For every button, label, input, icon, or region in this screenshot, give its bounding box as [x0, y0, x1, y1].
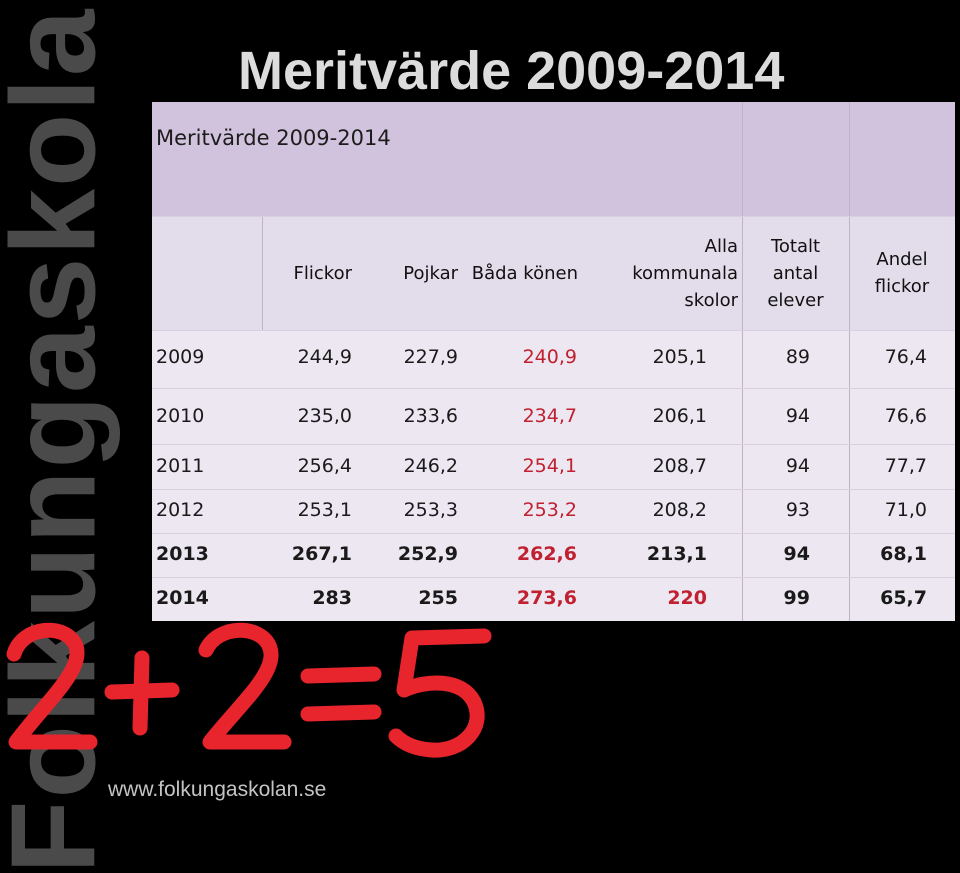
- pojkar-cell: 227,9: [403, 346, 458, 368]
- website-url: www.folkungaskolan.se: [108, 778, 327, 801]
- bada-cell: 240,9: [522, 346, 577, 368]
- bada-cell: 254,1: [522, 455, 577, 477]
- bada-cell: 234,7: [522, 405, 577, 427]
- plus-sign: [104, 650, 180, 736]
- flickor-cell: 244,9: [297, 346, 352, 368]
- header-flickor: Flickor: [293, 262, 352, 284]
- alla-cell: 213,1: [646, 543, 707, 565]
- alla-cell: 206,1: [652, 405, 707, 427]
- digit-two: [198, 622, 292, 750]
- digit-two: [6, 622, 98, 750]
- equals-sign: [300, 666, 382, 722]
- handwritten-equation: [6, 622, 492, 758]
- totalt-cell: 93: [785, 499, 810, 521]
- header-totalt-antal-elever: Totalt antal elever: [767, 235, 824, 311]
- totalt-cell: 89: [785, 346, 810, 368]
- alla-cell: 220: [667, 587, 707, 609]
- pojkar-cell: 252,9: [397, 543, 458, 565]
- header-alla-kommunala-skolor: Alla kommunala skolor: [632, 235, 738, 311]
- year-cell: 2014: [156, 587, 209, 609]
- digit-five: [388, 628, 492, 758]
- andel-cell: 76,4: [884, 346, 927, 368]
- totalt-cell: 94: [785, 455, 810, 477]
- header-pojkar: Pojkar: [403, 262, 458, 284]
- bada-cell: 273,6: [516, 587, 577, 609]
- header-bada-konen: Båda könen: [471, 262, 578, 284]
- pojkar-cell: 246,2: [403, 455, 458, 477]
- year-cell: 2012: [156, 499, 205, 521]
- slide-title: Meritvärde 2009-2014: [238, 41, 785, 101]
- totalt-cell: 94: [785, 405, 810, 427]
- bada-cell: 253,2: [522, 499, 577, 521]
- pojkar-cell: 233,6: [403, 405, 458, 427]
- flickor-cell: 283: [312, 587, 352, 609]
- totalt-cell: 94: [783, 543, 810, 565]
- andel-cell: 77,7: [884, 455, 927, 477]
- pojkar-cell: 253,3: [403, 499, 458, 521]
- pojkar-cell: 255: [418, 587, 458, 609]
- andel-cell: 68,1: [880, 543, 927, 565]
- andel-cell: 65,7: [880, 587, 927, 609]
- year-cell: 2013: [156, 543, 209, 565]
- totalt-cell: 99: [783, 587, 810, 609]
- year-cell: 2009: [156, 346, 205, 368]
- andel-cell: 76,6: [884, 405, 927, 427]
- data-table: Meritvärde 2009-2014 Flickor Pojkar Båda…: [152, 102, 955, 621]
- bada-cell: 262,6: [516, 543, 577, 565]
- alla-cell: 208,7: [652, 455, 707, 477]
- flickor-cell: 267,1: [291, 543, 352, 565]
- alla-cell: 205,1: [652, 346, 707, 368]
- header-andel-flickor: Andel flickor: [874, 249, 930, 297]
- table-caption: Meritvärde 2009-2014: [156, 126, 391, 150]
- flickor-cell: 253,1: [297, 499, 352, 521]
- alla-cell: 208,2: [652, 499, 707, 521]
- year-cell: 2010: [156, 405, 205, 427]
- flickor-cell: 256,4: [297, 455, 352, 477]
- andel-cell: 71,0: [884, 499, 927, 521]
- flickor-cell: 235,0: [297, 405, 352, 427]
- year-cell: 2011: [156, 455, 205, 477]
